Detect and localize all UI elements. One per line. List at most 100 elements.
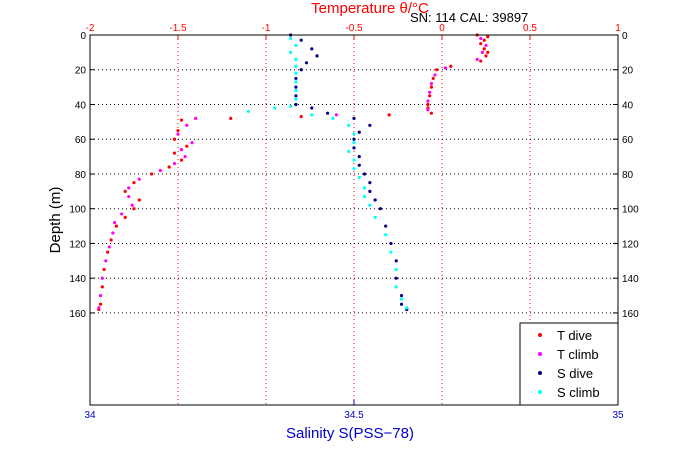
s-climb-point bbox=[273, 106, 277, 110]
t-climb-point bbox=[443, 66, 448, 70]
top-axis-ticks: -2 -1.5 -1 -0.5 0 0.5 1 bbox=[86, 23, 621, 40]
t-dive-point bbox=[109, 238, 113, 242]
s-dive-point bbox=[352, 137, 356, 141]
t-climb-point bbox=[97, 306, 101, 310]
s-dive-point bbox=[304, 61, 309, 65]
s-dive-point bbox=[394, 276, 398, 280]
t-climb-point bbox=[194, 116, 198, 120]
t-dive-point bbox=[114, 224, 118, 228]
s-dive-point bbox=[299, 38, 303, 42]
t-climb-point bbox=[479, 36, 483, 41]
y-tick-label-left: 100 bbox=[69, 205, 86, 216]
t-climb-point bbox=[176, 132, 180, 136]
y-tick-label-right: 60 bbox=[622, 135, 634, 146]
s-climb-point bbox=[347, 149, 351, 153]
s-climb-point bbox=[405, 306, 409, 310]
t-dive-point bbox=[486, 35, 490, 39]
t-dive-point bbox=[426, 102, 430, 107]
top-tick-label: -1.5 bbox=[169, 23, 187, 34]
t-dive-point bbox=[431, 76, 435, 81]
data-points bbox=[97, 33, 490, 312]
s-dive-point bbox=[357, 163, 361, 167]
t-dive-point bbox=[106, 250, 110, 254]
s-dive-point bbox=[357, 154, 361, 159]
t-dive-point bbox=[102, 267, 106, 272]
s-climb-point bbox=[347, 123, 351, 127]
s-dive-point bbox=[399, 293, 404, 298]
t-dive-point bbox=[486, 50, 490, 54]
t-dive-point bbox=[150, 172, 154, 176]
t-dive-point bbox=[299, 115, 303, 119]
s-climb-point bbox=[331, 116, 335, 120]
legend-marker-t-climb bbox=[538, 352, 542, 356]
s-climb-point bbox=[389, 250, 393, 254]
plot-frame bbox=[89, 34, 619, 406]
top-tick-label: -0.5 bbox=[345, 23, 363, 34]
s-climb-point bbox=[294, 57, 298, 61]
t-climb-point bbox=[190, 141, 194, 145]
legend-marker-s-dive bbox=[538, 371, 542, 375]
y-tick-label-left: 0 bbox=[80, 31, 86, 42]
s-dive-point bbox=[294, 85, 298, 89]
s-dive-point bbox=[352, 146, 356, 150]
sensor-annotation: SN: 114 CAL: 39897 bbox=[410, 10, 528, 25]
top-tick-label: 1 bbox=[615, 23, 621, 34]
s-dive-point bbox=[294, 76, 298, 81]
y-tick-label-left: 120 bbox=[69, 239, 86, 250]
top-tick-label: 0.5 bbox=[523, 23, 537, 34]
t-dive-point bbox=[479, 59, 483, 63]
s-climb-point bbox=[289, 104, 293, 108]
t-climb-point bbox=[127, 194, 131, 199]
s-climb-point bbox=[294, 88, 298, 93]
t-climb-point bbox=[107, 245, 111, 249]
s-climb-point bbox=[352, 167, 356, 171]
t-climb-point bbox=[484, 43, 488, 48]
y-tick-label-right: 40 bbox=[622, 100, 634, 111]
t-climb-point bbox=[480, 50, 485, 54]
s-dive-point bbox=[373, 198, 377, 202]
bottom-tick-label: 35 bbox=[612, 410, 624, 421]
y-tick-label-right: 140 bbox=[622, 274, 639, 285]
y-tick-label-left: 40 bbox=[75, 100, 87, 111]
y-tick-label-left: 140 bbox=[69, 274, 86, 285]
t-climb-point bbox=[334, 113, 338, 117]
s-climb-point bbox=[384, 233, 388, 237]
t-climb-point bbox=[183, 154, 187, 159]
y-tick-label-right: 0 bbox=[622, 31, 628, 42]
t-climb-point bbox=[428, 90, 432, 94]
y-tick-label-right: 80 bbox=[622, 170, 634, 181]
t-climb-point bbox=[475, 57, 479, 61]
t-climb-point bbox=[158, 168, 162, 173]
t-dive-point bbox=[484, 54, 488, 58]
t-dive-point bbox=[482, 38, 486, 42]
s-climb-point bbox=[310, 113, 314, 117]
legend-marker-s-climb bbox=[538, 390, 542, 394]
legend-marker-t-dive bbox=[538, 333, 542, 337]
s-dive-point bbox=[299, 68, 303, 72]
s-climb-point bbox=[362, 186, 367, 190]
s-dive-point bbox=[368, 181, 372, 185]
s-dive-point bbox=[294, 102, 298, 107]
t-dive-point bbox=[429, 111, 434, 115]
t-climb-point bbox=[111, 231, 115, 235]
t-dive-point bbox=[123, 189, 127, 193]
t-dive-point bbox=[123, 215, 127, 219]
s-dive-point bbox=[310, 47, 314, 51]
y-tick-label-left: 20 bbox=[75, 66, 87, 77]
legend: T dive T climb S dive S climb bbox=[519, 322, 619, 406]
t-climb-point bbox=[130, 203, 134, 207]
s-climb-point bbox=[246, 109, 250, 114]
t-dive-point bbox=[98, 302, 103, 306]
top-tick-label: -2 bbox=[86, 23, 95, 34]
y-tick-label-right: 120 bbox=[622, 239, 639, 250]
s-climb-point bbox=[352, 132, 356, 136]
legend-label-t-dive: T dive bbox=[557, 328, 592, 343]
t-climb-point bbox=[100, 276, 104, 280]
t-climb-point bbox=[426, 108, 430, 112]
t-climb-point bbox=[120, 212, 124, 216]
s-climb-point bbox=[294, 71, 298, 75]
t-dive-point bbox=[179, 118, 184, 122]
chart-title: Temperature θ/°C bbox=[311, 0, 429, 17]
t-climb-point bbox=[433, 73, 437, 77]
